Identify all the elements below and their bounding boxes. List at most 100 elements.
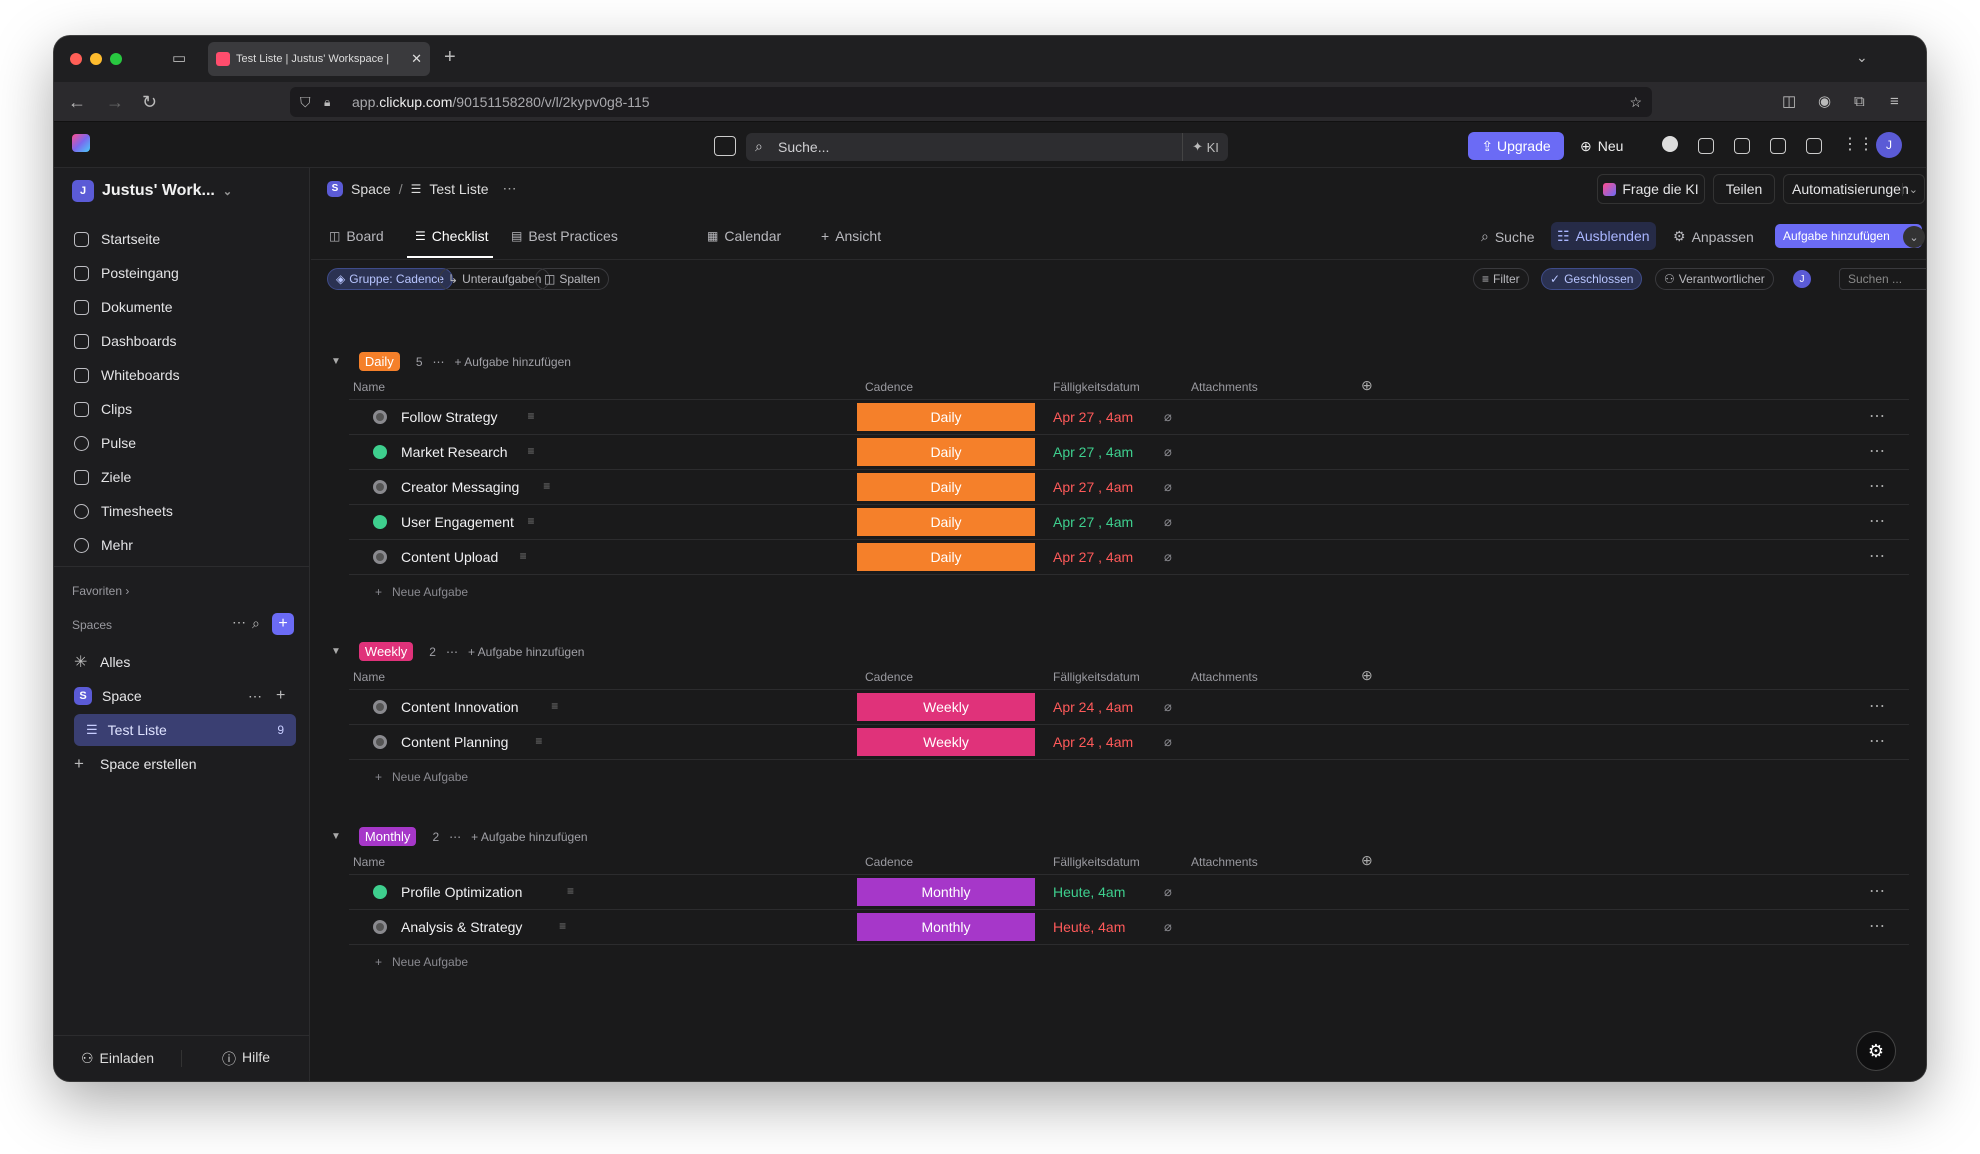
status-open-icon[interactable] — [373, 550, 387, 564]
col-attachments[interactable]: Attachments — [1191, 855, 1258, 869]
shield-icon[interactable]: ⛉ — [300, 93, 311, 110]
account-icon[interactable]: ◉ — [1818, 93, 1832, 110]
clickup-logo-icon[interactable] — [72, 134, 90, 152]
bookmark-star-icon[interactable]: ☆ — [1629, 93, 1642, 110]
due-date-cell[interactable]: Apr 27 , 4am — [1053, 409, 1134, 425]
col-due[interactable]: Fälligkeitsdatum — [1053, 670, 1140, 684]
pocket-icon[interactable]: ◫ — [1782, 93, 1797, 110]
add-column-icon[interactable]: ⊕ — [1361, 667, 1373, 683]
table-row[interactable]: User Engagement ≡ Daily Apr 27 , 4am ⌀ ⋯ — [349, 505, 1909, 540]
cadence-cell[interactable]: Daily — [857, 508, 1035, 536]
status-open-icon[interactable] — [373, 735, 387, 749]
attachment-icon[interactable]: ⌀ — [1164, 514, 1172, 529]
task-name[interactable]: User Engagement — [401, 514, 514, 530]
view-search-button[interactable]: ⌕ Suche — [1481, 228, 1535, 245]
collapse-caret-icon[interactable]: ▼ — [331, 646, 341, 657]
table-row[interactable]: Analysis & Strategy ≡ Monthly Heute, 4am… — [349, 910, 1909, 945]
close-tab-icon[interactable]: ✕ — [411, 51, 422, 66]
status-done-icon[interactable] — [373, 515, 387, 529]
task-name[interactable]: Content Planning — [401, 734, 509, 750]
sidebar-item-dashboards[interactable]: Dashboards — [72, 324, 292, 358]
browser-tab[interactable]: Test Liste | Justus' Workspace | ✕ — [208, 42, 430, 76]
task-name[interactable]: Analysis & Strategy — [401, 919, 523, 935]
clock-icon[interactable] — [1770, 138, 1786, 154]
video-icon[interactable] — [1734, 138, 1750, 154]
col-cadence[interactable]: Cadence — [865, 670, 914, 684]
col-due[interactable]: Fälligkeitsdatum — [1053, 380, 1140, 394]
attachment-icon[interactable]: ⌀ — [1164, 699, 1172, 714]
breadcrumb-more-icon[interactable]: ⋯ — [502, 180, 517, 196]
maximize-window-button[interactable] — [110, 53, 122, 65]
new-tab-icon[interactable]: + — [444, 46, 456, 68]
sidebar-item-goals[interactable]: Ziele — [72, 460, 292, 494]
group-more-icon[interactable]: ⋯ — [432, 354, 445, 369]
group-more-icon[interactable]: ⋯ — [445, 644, 458, 659]
row-more-icon[interactable]: ⋯ — [1869, 478, 1885, 495]
due-date-cell[interactable]: Apr 27 , 4am — [1053, 549, 1134, 565]
chevron-down-icon[interactable]: ⌄ — [1901, 182, 1918, 196]
apps-grid-icon[interactable]: ⋮⋮ — [1842, 136, 1874, 153]
user-avatar[interactable]: J — [1876, 132, 1902, 158]
address-bar[interactable]: ⛉ 🔒︎ app. clickup.com/90151158280/v/l/2ky… — [290, 87, 1652, 117]
group-add-task-button[interactable]: + Aufgabe hinzufügen — [468, 645, 584, 659]
close-window-button[interactable] — [70, 53, 82, 65]
forward-icon[interactable]: → — [106, 92, 124, 112]
task-name[interactable]: Content Innovation — [401, 699, 519, 715]
row-more-icon[interactable]: ⋯ — [1869, 513, 1885, 530]
new-button[interactable]: ⊕ Neu — [1580, 132, 1623, 160]
tab-list-chevron-icon[interactable]: ⌄ — [1856, 49, 1868, 65]
status-open-icon[interactable] — [373, 480, 387, 494]
due-date-cell[interactable]: Apr 27 , 4am — [1053, 514, 1134, 530]
calendar-icon[interactable] — [714, 136, 736, 156]
table-row[interactable]: Market Research ≡ Daily Apr 27 , 4am ⌀ ⋯ — [349, 435, 1909, 470]
upgrade-button[interactable]: ⇪ Upgrade — [1468, 132, 1564, 160]
sidebar-item-timesheets[interactable]: Timesheets — [72, 494, 292, 528]
hide-button[interactable]: ☷ Ausblenden — [1551, 222, 1656, 250]
space-add-icon[interactable]: + — [276, 687, 286, 704]
due-date-cell[interactable]: Apr 24 , 4am — [1053, 734, 1134, 750]
cadence-cell[interactable]: Monthly — [857, 913, 1035, 941]
new-task-button[interactable]: + Neue Aufgabe — [375, 955, 468, 969]
col-name[interactable]: Name — [353, 670, 386, 684]
table-row[interactable]: Profile Optimization ≡ Monthly Heute, 4a… — [349, 875, 1909, 910]
due-date-cell[interactable]: Apr 24 , 4am — [1053, 699, 1134, 715]
col-attachments[interactable]: Attachments — [1191, 670, 1258, 684]
assignee-chip[interactable]: ⚇ Verantwortlicher — [1655, 268, 1774, 290]
table-row[interactable]: Content Upload ≡ Daily Apr 27 , 4am ⌀ ⋯ — [349, 540, 1909, 575]
due-date-cell[interactable]: Apr 27 , 4am — [1053, 479, 1134, 495]
table-row[interactable]: Content Planning ≡ Weekly Apr 24 , 4am ⌀… — [349, 725, 1909, 760]
tab-calendar[interactable]: ▦ Calendar — [707, 228, 781, 244]
add-column-icon[interactable]: ⊕ — [1361, 852, 1373, 868]
filter-chip[interactable]: ≡ Filter — [1473, 268, 1529, 290]
status-open-icon[interactable] — [373, 410, 387, 424]
add-task-button[interactable]: Aufgabe hinzufügen ⌄ — [1775, 224, 1923, 248]
attachment-icon[interactable]: ⌀ — [1164, 444, 1172, 459]
attachment-icon[interactable]: ⌀ — [1164, 919, 1172, 934]
share-button[interactable]: Teilen — [1713, 174, 1775, 204]
global-search-input[interactable]: ⌕ Suche... — [746, 133, 1228, 161]
lock-icon[interactable]: 🔒︎ — [324, 94, 331, 109]
collapse-toolbar-button[interactable]: ⌄ — [1903, 226, 1925, 248]
spaces-more-icon[interactable]: ⋯ — [232, 614, 246, 630]
attachment-icon[interactable]: ⌀ — [1164, 409, 1172, 424]
add-column-icon[interactable]: ⊕ — [1361, 377, 1373, 393]
status-open-icon[interactable] — [373, 700, 387, 714]
col-cadence[interactable]: Cadence — [865, 380, 914, 394]
list-search-input[interactable]: Suchen ... — [1839, 268, 1926, 290]
table-row[interactable]: Follow Strategy ≡ Daily Apr 27 , 4am ⌀ ⋯ — [349, 400, 1909, 435]
extensions-icon[interactable]: ⧉ — [1854, 93, 1865, 110]
tab-board[interactable]: ◫ Board — [329, 228, 384, 244]
invite-button[interactable]: ⚇ Einladen — [54, 1050, 182, 1067]
customize-button[interactable]: ⚙ Anpassen — [1673, 228, 1754, 245]
table-row[interactable]: Creator Messaging ≡ Daily Apr 27 , 4am ⌀… — [349, 470, 1909, 505]
create-space-button[interactable]: + Space erstellen — [72, 748, 294, 780]
task-name[interactable]: Creator Messaging — [401, 479, 520, 495]
tab-best-practices[interactable]: ▤ Best Practices — [511, 228, 618, 244]
assignee-avatar[interactable]: J — [1793, 270, 1811, 288]
table-row[interactable]: Content Innovation ≡ Weekly Apr 24 , 4am… — [349, 690, 1909, 725]
breadcrumb-list[interactable]: Test Liste — [429, 180, 489, 197]
due-date-cell[interactable]: Heute, 4am — [1053, 919, 1126, 935]
sidebar-item-more[interactable]: Mehr — [72, 528, 292, 562]
row-more-icon[interactable]: ⋯ — [1869, 408, 1885, 425]
row-more-icon[interactable]: ⋯ — [1869, 698, 1885, 715]
